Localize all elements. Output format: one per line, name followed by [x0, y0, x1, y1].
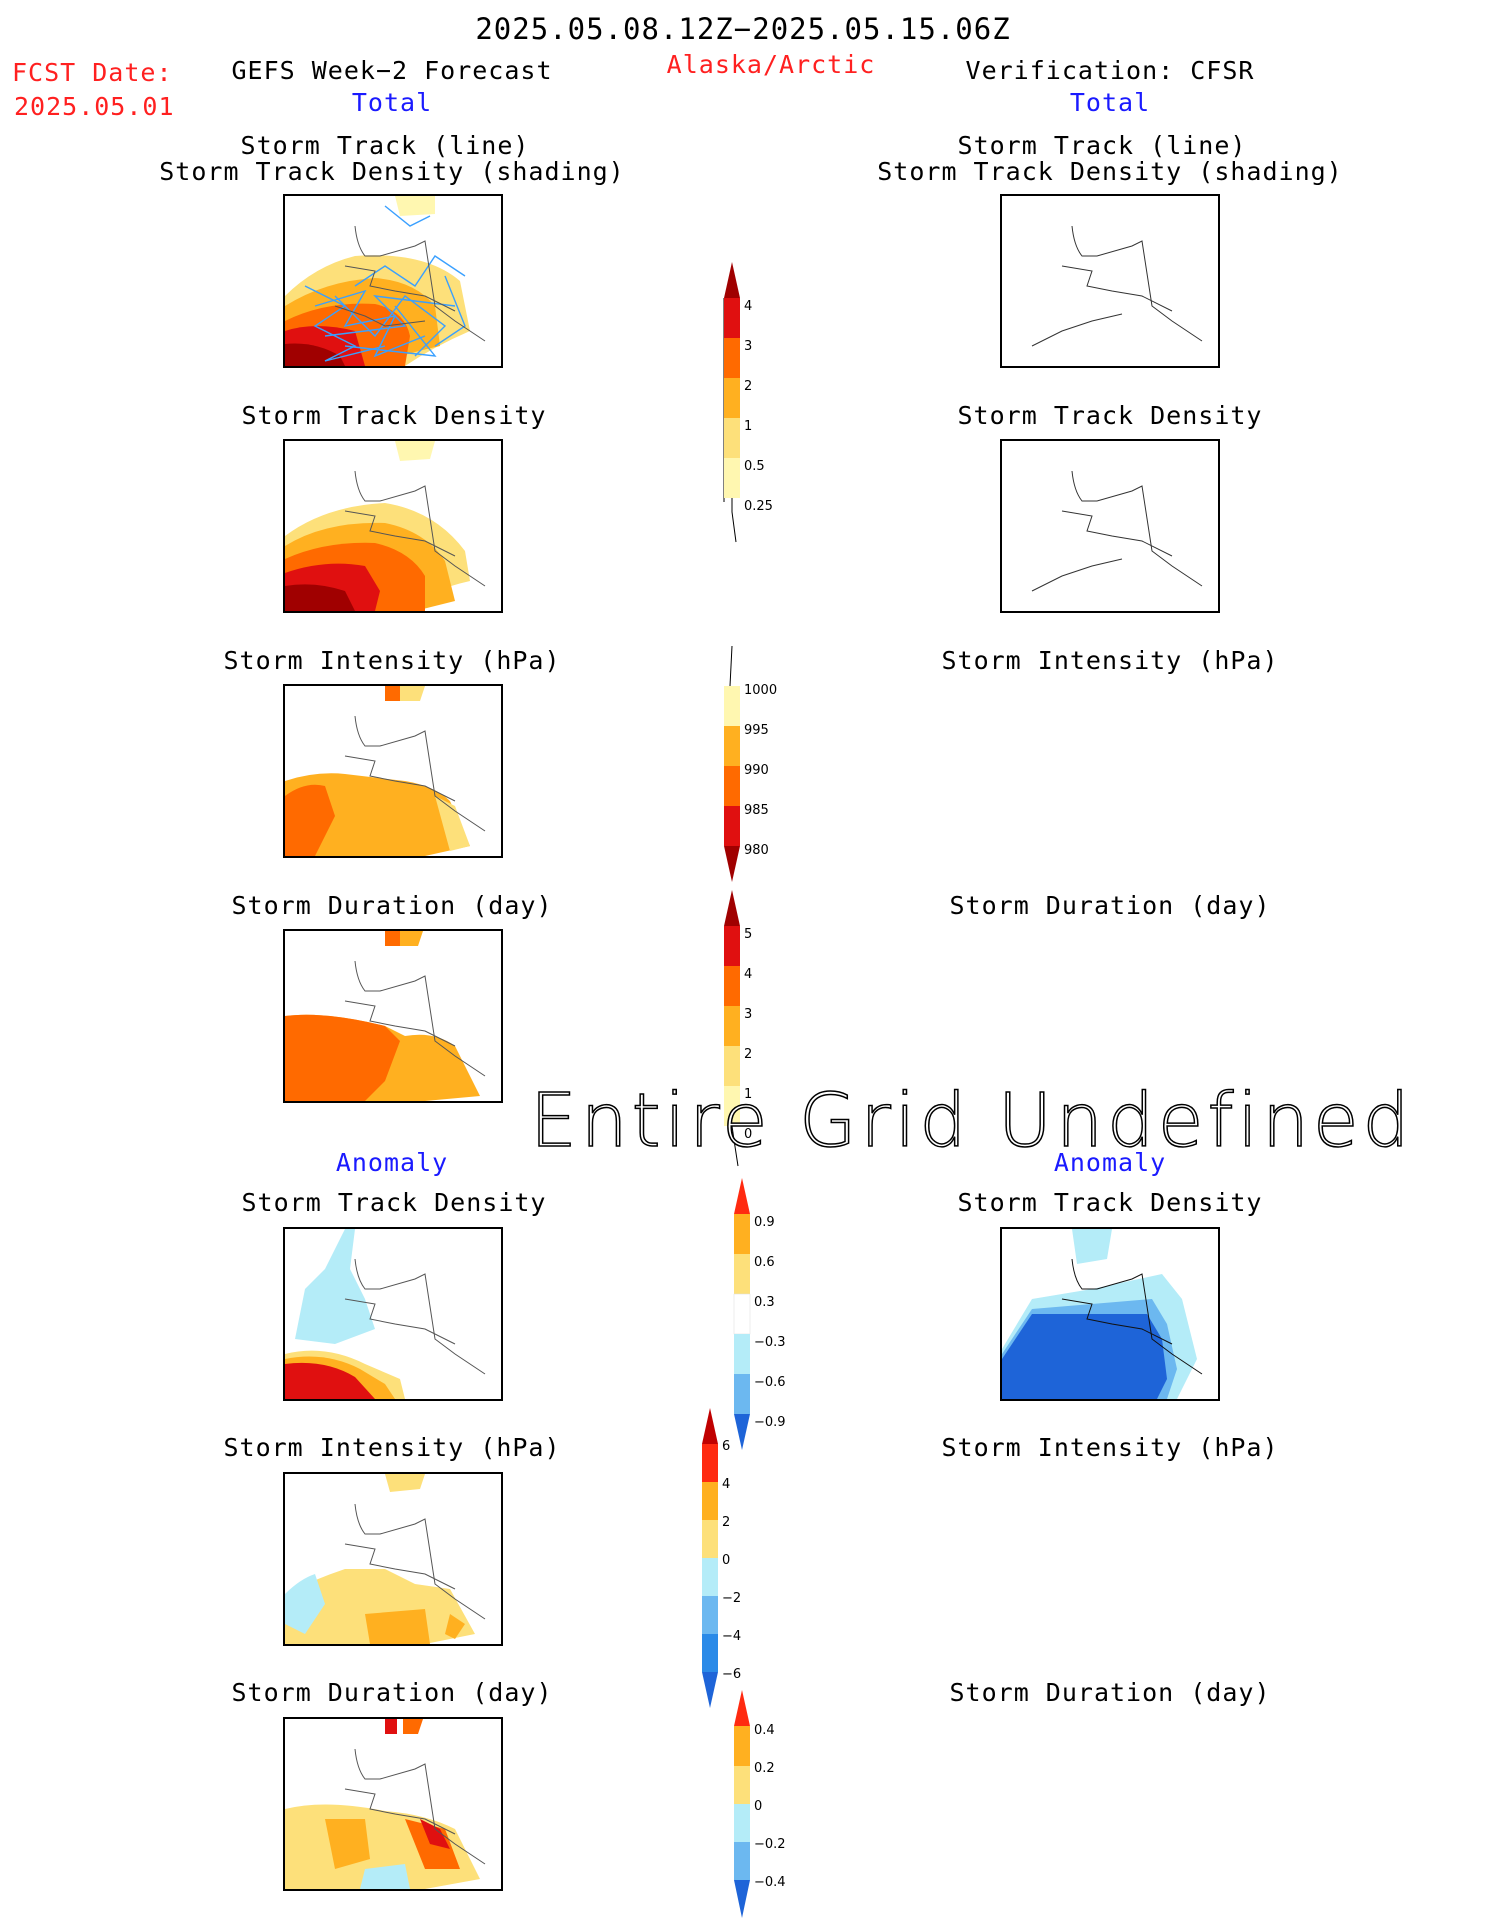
- panel-title-duration-anom-right: Storm Duration (day): [949, 1678, 1271, 1707]
- colorbar-duration-anom-tick: −0.2: [754, 1837, 786, 1852]
- colorbar-density-anom: 0.9 0.6 0.3 −0.3 −0.6 −0.9: [733, 1178, 786, 1450]
- date-range: 2025.05.08.12Z−2025.05.15.06Z: [475, 12, 1011, 46]
- panel-title-intensity-right: Storm Intensity (hPa): [941, 646, 1279, 675]
- panel-title-density-right: Storm Track Density: [957, 401, 1263, 430]
- fcst-date: 2025.05.01: [14, 92, 175, 121]
- colorbar-density-tick: 2: [744, 379, 752, 394]
- left-title: GEFS Week−2 Forecast: [231, 56, 553, 85]
- colorbar-intensity-tick: 990: [744, 763, 769, 778]
- colorbar-intensity-anom-tick: 4: [722, 1477, 730, 1492]
- colorbar-duration-tick: 4: [744, 967, 752, 982]
- map-intensity-anom-left: [283, 1472, 503, 1646]
- right-title: Verification: CFSR: [965, 56, 1255, 85]
- colorbar-duration-tick: 2: [744, 1047, 752, 1062]
- colorbar-duration-anom: 0.4 0.2 0 −0.2 −0.4: [734, 1690, 786, 1918]
- colorbar-density-tick: 0.25: [744, 499, 773, 514]
- panel-title-density-left: Storm Track Density: [241, 401, 547, 430]
- colorbar-density-tip: [724, 262, 740, 298]
- colorbar-density: 4 3 2 1 0.5 0.25: [723, 262, 773, 543]
- map-duration-anom-left: [283, 1717, 503, 1891]
- map-duration-left: [283, 929, 503, 1103]
- colorbar-duration-tick: 5: [744, 927, 752, 942]
- panel-title-intensity-anom-left: Storm Intensity (hPa): [223, 1433, 561, 1462]
- colorbar-intensity-anom-tick: 2: [722, 1515, 730, 1530]
- colorbar-density-anom-tick: 0.3: [754, 1295, 775, 1310]
- colorbar-duration: 5 4 3 2 1 0: [724, 890, 752, 1167]
- colorbar-duration-anom-tick: 0: [754, 1799, 762, 1814]
- anomaly-left: Anomaly: [335, 1148, 449, 1177]
- map-density-anom-left: [283, 1227, 503, 1401]
- colorbar-duration-anom-tick: 0.2: [754, 1761, 775, 1776]
- colorbar-intensity-anom-tick: 0: [722, 1553, 730, 1568]
- colorbar-duration-anom-tick: −0.4: [754, 1875, 786, 1890]
- colorbar-intensity-anom-tick: 6: [722, 1439, 730, 1454]
- region-label: Alaska/Arctic: [666, 50, 876, 79]
- colorbar-density-anom-tick: 0.9: [754, 1215, 775, 1230]
- colorbar-intensity-tick: 980: [744, 843, 769, 858]
- colorbar-density-tick: 4: [744, 299, 752, 314]
- panel-title-track-shading-right: Storm Track Density (shading): [877, 157, 1343, 186]
- map-density-right: [1000, 439, 1220, 613]
- panel-title-intensity-left: Storm Intensity (hPa): [223, 646, 561, 675]
- panel-title-track-line-right: Storm Track (line): [957, 131, 1247, 160]
- colorbar-density-anom-tick: 0.6: [754, 1255, 775, 1270]
- colorbar-density-tick: 1: [744, 419, 752, 434]
- panel-title-intensity-anom-right: Storm Intensity (hPa): [941, 1433, 1279, 1462]
- colorbar-density-anom-tick: −0.3: [754, 1335, 786, 1350]
- map-track-total-right: [1000, 194, 1220, 368]
- colorbar-density-tick: 0.5: [744, 459, 765, 474]
- panel-title-track-line-left: Storm Track (line): [240, 131, 530, 160]
- panel-title-density-anom-right: Storm Track Density: [957, 1188, 1263, 1217]
- colorbar-intensity-anom-tick: −4: [722, 1629, 741, 1644]
- undefined-message: Entire Grid Undefined: [529, 1077, 1414, 1165]
- panel-title-track-shading-left: Storm Track Density (shading): [159, 157, 625, 186]
- colorbar-duration-tick: 0: [744, 1127, 752, 1142]
- map-track-total-left: [283, 194, 503, 368]
- colorbar-intensity: 1000 995 990 985 980: [724, 646, 777, 882]
- colorbar-intensity-anom: 6 4 2 0 −2 −4 −6: [702, 1408, 741, 1708]
- panel-title-duration-left: Storm Duration (day): [231, 891, 553, 920]
- map-intensity-left: [283, 684, 503, 858]
- total-left: Total: [351, 88, 433, 117]
- total-right: Total: [1069, 88, 1151, 117]
- colorbar-duration-tick: 3: [744, 1007, 752, 1022]
- panel-title-density-anom-left: Storm Track Density: [241, 1188, 547, 1217]
- colorbar-intensity-anom-tick: −2: [722, 1591, 741, 1606]
- colorbar-intensity-tick: 995: [744, 723, 769, 738]
- colorbar-density-anom-tick: −0.6: [754, 1375, 786, 1390]
- colorbar-duration-anom-tick: 0.4: [754, 1723, 775, 1738]
- colorbar-intensity-anom-tick: −6: [722, 1667, 741, 1682]
- colorbar-intensity-tick: 1000: [744, 683, 777, 698]
- fcst-label: FCST Date:: [12, 58, 173, 87]
- colorbar-intensity-tick: 985: [744, 803, 769, 818]
- panel-title-duration-anom-left: Storm Duration (day): [231, 1678, 553, 1707]
- colorbar-density-tick: 3: [744, 339, 752, 354]
- panel-title-duration-right: Storm Duration (day): [949, 891, 1271, 920]
- map-density-left: [283, 439, 503, 613]
- anomaly-right: Anomaly: [1053, 1148, 1167, 1177]
- colorbar-duration-tick: 1: [744, 1087, 752, 1102]
- map-density-anom-right: [1000, 1227, 1220, 1401]
- colorbar-density-anom-tick: −0.9: [754, 1415, 786, 1430]
